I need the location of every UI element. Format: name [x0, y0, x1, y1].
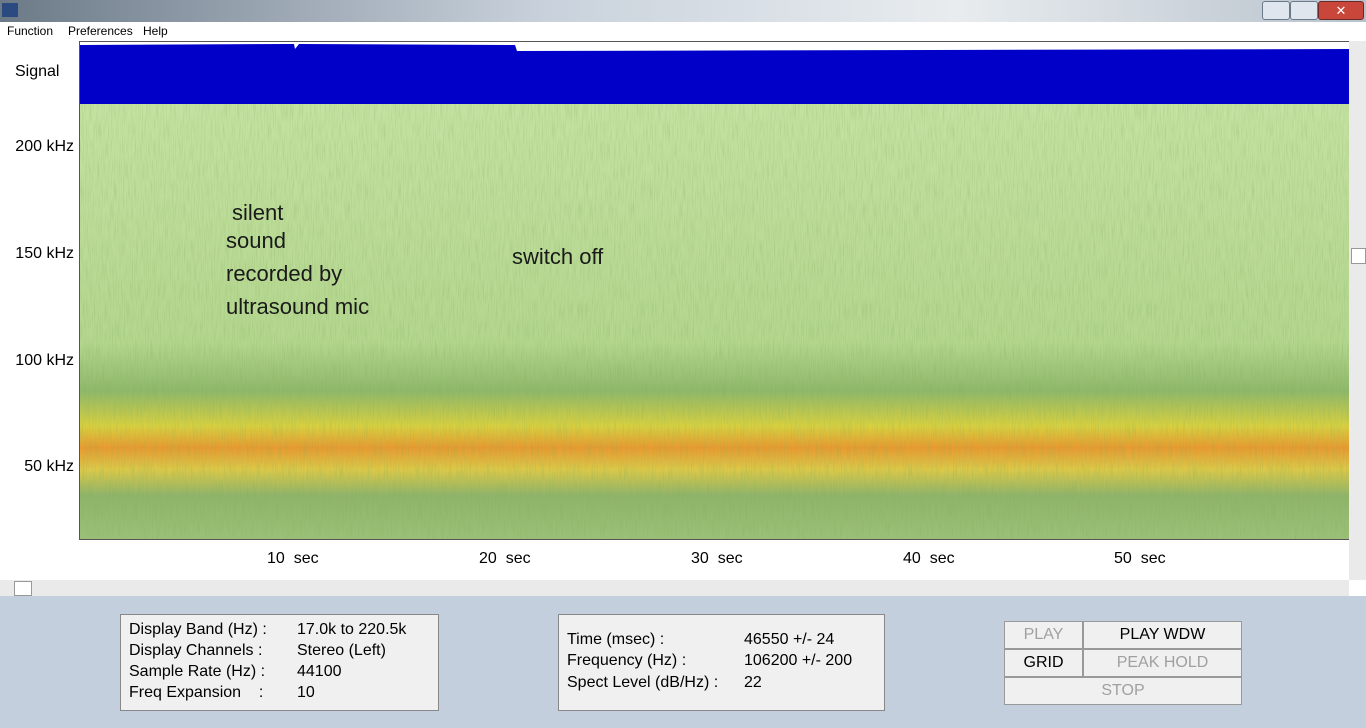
- button: PEAK HOLD: [1083, 649, 1242, 677]
- info-label: Display Band (Hz) :: [129, 621, 267, 638]
- vertical-scrollbar[interactable]: [1349, 41, 1366, 580]
- close-button[interactable]: ✕: [1318, 1, 1364, 20]
- menu-item[interactable]: Preferences: [68, 24, 133, 38]
- info-value: 10: [297, 684, 315, 701]
- annotation: switch off: [512, 244, 604, 269]
- annotation: ultrasound mic: [226, 294, 370, 319]
- annotation: sound: [226, 228, 286, 253]
- menu-item[interactable]: Function: [7, 24, 54, 38]
- button: STOP: [1004, 677, 1242, 705]
- button-group: PLAY PLAY WDW GRID PEAK HOLD STOP: [1004, 621, 1242, 705]
- info-label: Display Channels :: [129, 642, 263, 659]
- frequency-label: 50 kHz: [24, 458, 74, 475]
- info-label: Freq Expansion :: [129, 684, 264, 701]
- info-label: Sample Rate (Hz) :: [129, 663, 266, 680]
- spectrogram-noise: [80, 104, 1349, 539]
- info-label: Frequency (Hz) :: [567, 652, 687, 669]
- signal-waveform: [80, 44, 1349, 104]
- horizontal-scrollbar[interactable]: [0, 580, 1349, 596]
- signal-label: Signal: [15, 63, 60, 80]
- info-value: 22: [744, 674, 762, 691]
- info-label: Time (msec) :: [567, 631, 665, 648]
- button: PLAY: [1004, 621, 1083, 649]
- control-panel: Display Band (Hz) : 17.0k to 220.5k Displa…: [0, 596, 1366, 728]
- button[interactable]: GRID: [1004, 649, 1083, 677]
- display-info-panel: Display Band (Hz) : 17.0k to 220.5k Displa…: [120, 614, 439, 711]
- cursor-info-panel: Time (msec) : 46550 +/- 24 Frequency (Hz) …: [558, 614, 885, 711]
- scroll-thumb[interactable]: [1351, 248, 1366, 264]
- time-label: 40 sec: [903, 550, 955, 567]
- maximize-button[interactable]: [1290, 1, 1318, 20]
- info-value: 106200 +/- 200: [744, 652, 853, 669]
- time-label: 10 sec: [267, 550, 319, 567]
- info-value: 44100: [297, 663, 342, 680]
- info-value: 46550 +/- 24: [744, 631, 835, 648]
- app-icon: [2, 3, 18, 17]
- title-bar: ✕: [0, 0, 1366, 22]
- annotation: silent: [232, 200, 284, 225]
- time-label: 20 sec: [479, 550, 531, 567]
- annotation: recorded by: [226, 261, 343, 286]
- menu-item[interactable]: Help: [143, 24, 168, 38]
- frequency-label: 150 kHz: [15, 245, 74, 262]
- info-label: Spect Level (dB/Hz) :: [567, 674, 719, 691]
- time-label: 30 sec: [691, 550, 743, 567]
- button[interactable]: PLAY WDW: [1083, 621, 1242, 649]
- frequency-label: 100 kHz: [15, 352, 74, 369]
- frequency-label: 200 kHz: [15, 138, 74, 155]
- info-value: 17.0k to 220.5k: [297, 621, 407, 638]
- time-label: 50 sec: [1114, 550, 1166, 567]
- spectrogram: [79, 41, 1350, 540]
- info-value: Stereo (Left): [297, 642, 386, 659]
- minimize-button[interactable]: [1262, 1, 1290, 20]
- scroll-thumb[interactable]: [14, 581, 32, 596]
